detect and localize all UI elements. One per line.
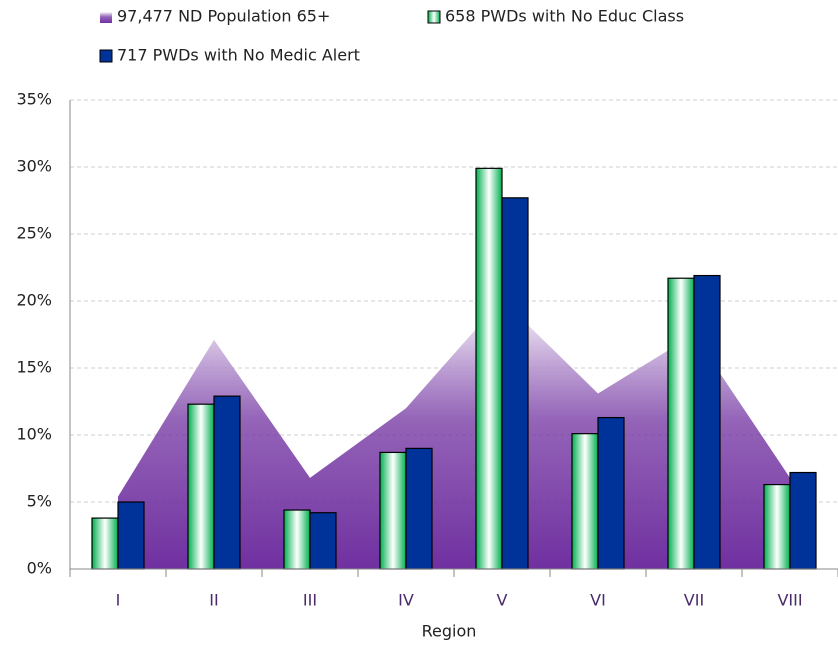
- bar: [187, 403, 215, 570]
- x-tick-label: VIII: [777, 591, 802, 610]
- legend-swatch: [427, 10, 441, 24]
- bar: [117, 501, 145, 570]
- bar: [283, 509, 311, 570]
- y-tick-label: 5%: [27, 492, 52, 511]
- y-tick-label: 30%: [16, 157, 52, 176]
- bar: [213, 395, 241, 570]
- x-tick-label: IV: [398, 591, 414, 610]
- x-tick-label: II: [209, 591, 218, 610]
- bar: [475, 167, 503, 570]
- y-tick-label: 35%: [16, 90, 52, 109]
- bar: [501, 197, 529, 570]
- bar: [693, 274, 721, 570]
- x-tick-label: I: [116, 591, 121, 610]
- bar: [571, 433, 599, 570]
- bar: [597, 416, 625, 570]
- y-tick-label: 15%: [16, 358, 52, 377]
- legend-label: 658 PWDs with No Educ Class: [445, 7, 684, 26]
- legend-swatch: [100, 12, 112, 23]
- bar: [309, 512, 337, 570]
- bar: [667, 277, 695, 570]
- bar: [789, 471, 817, 570]
- x-tick-label: III: [303, 591, 317, 610]
- x-tick-label: VII: [684, 591, 704, 610]
- x-axis-title: Region: [422, 622, 477, 641]
- bar: [91, 517, 119, 570]
- legend-label: 717 PWDs with No Medic Alert: [117, 46, 360, 65]
- bar: [379, 451, 407, 570]
- y-tick-label: 10%: [16, 425, 52, 444]
- y-tick-label: 20%: [16, 291, 52, 310]
- x-tick-label: VI: [590, 591, 606, 610]
- bar: [763, 483, 791, 570]
- legend-swatch: [99, 49, 113, 63]
- bar: [405, 447, 433, 570]
- y-tick-label: 0%: [27, 559, 52, 578]
- y-tick-label: 25%: [16, 224, 52, 243]
- x-tick-label: V: [497, 591, 508, 610]
- legend-label: 97,477 ND Population 65+: [117, 7, 330, 26]
